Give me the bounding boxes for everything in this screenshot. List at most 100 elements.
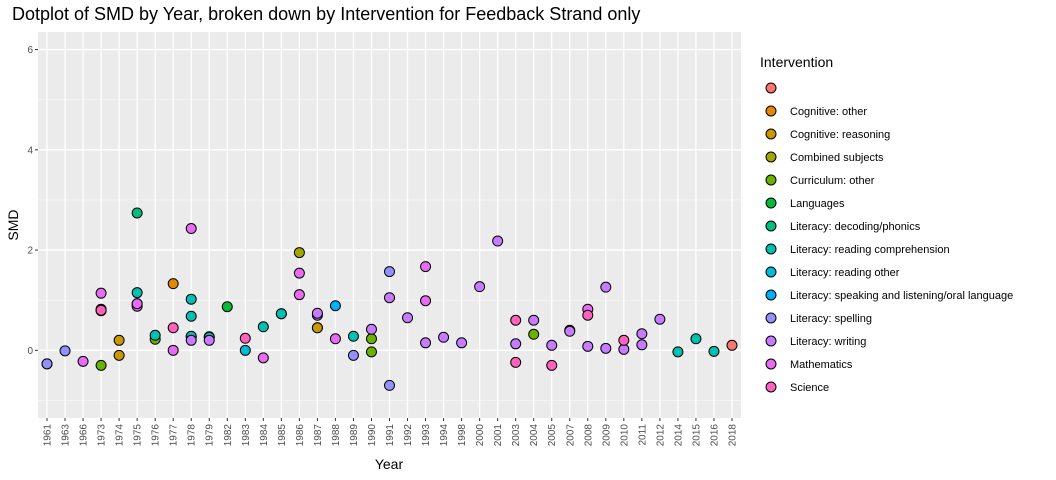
legend-key xyxy=(765,243,777,255)
x-tick-label: 2011 xyxy=(637,424,648,446)
x-tick-label: 1988 xyxy=(331,424,342,447)
y-tick-label: 6 xyxy=(27,45,33,56)
data-point xyxy=(185,223,197,235)
legend-key xyxy=(765,197,777,209)
x-tick-label: 2007 xyxy=(565,424,576,447)
data-point xyxy=(167,344,179,356)
x-tick-label: 1998 xyxy=(457,424,468,447)
legend-key xyxy=(765,312,777,324)
legend-key xyxy=(765,151,777,163)
legend-label: Literacy: writing xyxy=(790,336,866,348)
x-tick-label: 1982 xyxy=(223,424,234,447)
legend-label: Cognitive: reasoning xyxy=(790,129,890,141)
legend-label: Combined subjects xyxy=(790,152,884,164)
x-tick-label: 2012 xyxy=(655,424,666,447)
x-tick-label: 2009 xyxy=(601,424,612,447)
data-point xyxy=(600,342,612,354)
data-point xyxy=(221,301,233,313)
data-point xyxy=(582,309,594,321)
x-tick-label: 1994 xyxy=(439,424,450,447)
x-tick-label: 2010 xyxy=(619,424,630,447)
x-tick-label: 2014 xyxy=(673,424,684,447)
data-point xyxy=(239,344,251,356)
x-tick-label: 2001 xyxy=(493,424,504,447)
data-point xyxy=(600,281,612,293)
x-tick-label: 1963 xyxy=(61,424,72,447)
data-point xyxy=(672,346,684,358)
data-point xyxy=(690,333,702,345)
data-point xyxy=(492,235,504,247)
legend-key xyxy=(765,289,777,301)
x-tick-label: 1978 xyxy=(187,424,198,447)
x-tick-label: 2015 xyxy=(691,424,702,447)
x-tick-label: 1961 xyxy=(43,424,54,447)
data-point xyxy=(636,328,648,340)
data-point xyxy=(402,312,414,324)
data-point xyxy=(510,338,522,350)
x-tick-label: 1986 xyxy=(295,424,306,447)
legend-label: Languages xyxy=(790,198,845,210)
data-point xyxy=(420,337,432,349)
data-point xyxy=(329,300,341,312)
x-tick-label: 1987 xyxy=(313,424,324,447)
data-point xyxy=(131,298,143,310)
y-tick-label: 4 xyxy=(27,145,33,156)
legend-background xyxy=(752,40,1042,400)
data-point xyxy=(185,334,197,346)
data-point xyxy=(131,207,143,219)
data-point xyxy=(113,349,125,361)
x-tick-label: 1985 xyxy=(277,424,288,447)
x-tick-label: 1990 xyxy=(367,424,378,447)
legend-key xyxy=(765,381,777,393)
x-tick-label: 1984 xyxy=(259,424,270,447)
x-tick-label: 1966 xyxy=(79,424,90,447)
data-point xyxy=(618,334,630,346)
data-point xyxy=(167,278,179,290)
data-point xyxy=(420,295,432,307)
chart-title: Dotplot of SMD by Year, broken down by I… xyxy=(12,4,641,24)
data-point xyxy=(365,323,377,335)
x-axis-title: Year xyxy=(375,456,404,472)
data-point xyxy=(510,314,522,326)
legend-key xyxy=(765,174,777,186)
data-point xyxy=(582,340,594,352)
data-point xyxy=(438,331,450,343)
legend-key xyxy=(765,105,777,117)
legend-key xyxy=(765,82,777,94)
data-point xyxy=(347,349,359,361)
legend-key xyxy=(765,358,777,370)
x-tick-label: 2004 xyxy=(529,424,540,447)
data-point xyxy=(41,358,53,370)
data-point xyxy=(293,289,305,301)
data-point xyxy=(275,308,287,320)
data-point xyxy=(420,261,432,273)
data-point xyxy=(384,266,395,278)
data-point xyxy=(474,281,486,293)
legend-label: Mathematics xyxy=(790,359,853,371)
data-point xyxy=(726,339,738,351)
data-point xyxy=(185,293,197,305)
data-point xyxy=(95,304,107,316)
data-point xyxy=(167,322,179,334)
x-tick-label: 1989 xyxy=(349,424,360,447)
data-point xyxy=(546,359,558,371)
y-axis-title: SMD xyxy=(5,209,21,240)
data-point xyxy=(95,287,107,299)
data-points xyxy=(41,207,738,391)
x-tick-label: 1976 xyxy=(151,424,162,447)
x-tick-label: 2018 xyxy=(727,424,738,447)
legend-key xyxy=(765,220,777,232)
x-tick-label: 1979 xyxy=(205,424,216,447)
y-axis: 0 2 4 6 xyxy=(27,45,38,357)
data-point xyxy=(347,330,359,342)
x-tick-label: 1992 xyxy=(403,424,414,447)
legend-title: Intervention xyxy=(760,54,833,70)
x-tick-label: 2005 xyxy=(547,424,558,447)
legend-key xyxy=(765,266,777,278)
data-point xyxy=(329,333,341,345)
x-tick-label: 2016 xyxy=(709,424,720,447)
legend-label: Science xyxy=(790,382,829,394)
data-point xyxy=(456,337,468,349)
data-point xyxy=(185,310,197,322)
data-point xyxy=(203,334,215,346)
